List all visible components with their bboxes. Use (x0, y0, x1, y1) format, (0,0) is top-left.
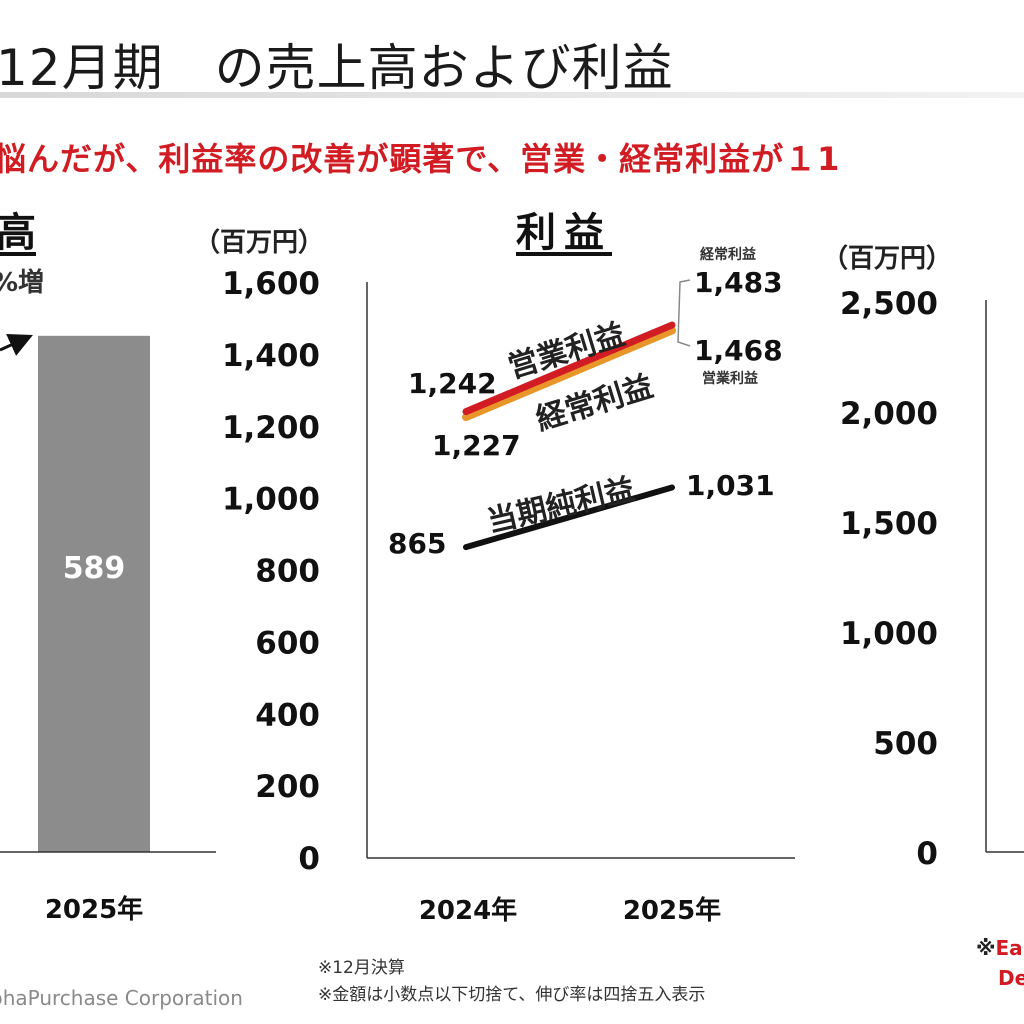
sales-section-title: 高 (0, 210, 36, 256)
y-tick-label: 0 (298, 841, 320, 877)
y-tick-label: 1,200 (222, 410, 320, 446)
ed-note-mark: ※ (976, 936, 996, 960)
line-net-profit (463, 484, 675, 551)
bar-value-label: 589 (63, 551, 126, 586)
y-tick-label-right: 1,000 (840, 616, 938, 652)
profit-section-title: 利益 (516, 210, 612, 256)
growth-arrow-icon (0, 334, 33, 356)
data-label: 1,227 (432, 429, 521, 462)
footnote-fiscal: ※12月決算 (318, 958, 405, 978)
y-tick-label: 1,000 (222, 482, 320, 518)
y-tick-label: 600 (255, 625, 320, 661)
end-tag-ordinary: 経常利益 (700, 246, 756, 263)
series-label-net: 当期純利益 (484, 472, 638, 540)
unit-label-right: （百万円） (822, 244, 953, 274)
data-label: 865 (388, 527, 446, 560)
y-tick-label-right: 1,500 (840, 506, 938, 542)
y-tick-label-right: 2,500 (840, 286, 938, 322)
data-label: 1,031 (686, 469, 775, 502)
ed-note: ※Ea De (976, 933, 1024, 993)
unit-label-left: （百万円） (194, 228, 325, 258)
data-label: 1,468 (694, 334, 783, 367)
line-ordinary-profit (462, 321, 676, 416)
y-tick-label-right: 2,000 (840, 396, 938, 432)
company-name: phaPurchase Corporation (0, 986, 243, 1010)
title-rule (0, 92, 1024, 98)
x-tick-label: 2025年 (623, 895, 721, 926)
headline-subtitle: 悩んだが、利益率の改善が顕著で、営業・経常利益が１1 (0, 140, 841, 178)
bar-2025 (38, 335, 150, 852)
x-tick-label: 2024年 (419, 895, 517, 926)
y-tick-label: 1,400 (222, 338, 320, 374)
data-label: 1,242 (408, 367, 497, 400)
end-bracket (677, 279, 691, 347)
ed-note-line2: De (998, 966, 1024, 990)
y-tick-label-right: 0 (916, 836, 938, 872)
ed-note-line1: Ea (995, 936, 1023, 960)
y-tick-label: 800 (255, 554, 320, 590)
footnote-rounding: ※金額は小数点以下切捨て、伸び率は四捨五入表示 (318, 985, 706, 1005)
page-title: 12月期 の売上高および利益 (0, 39, 674, 97)
y-tick-label: 1,600 (222, 266, 320, 302)
y-tick-label: 400 (255, 697, 320, 733)
x-tick-label: 2025年 (45, 894, 143, 925)
data-label: 1,483 (694, 266, 783, 299)
end-tag-operating: 営業利益 (702, 370, 758, 387)
line-operating-profit (462, 326, 676, 422)
growth-note: %増 (0, 268, 45, 298)
y-tick-label-right: 500 (873, 726, 938, 762)
y-tick-label: 200 (255, 769, 320, 805)
